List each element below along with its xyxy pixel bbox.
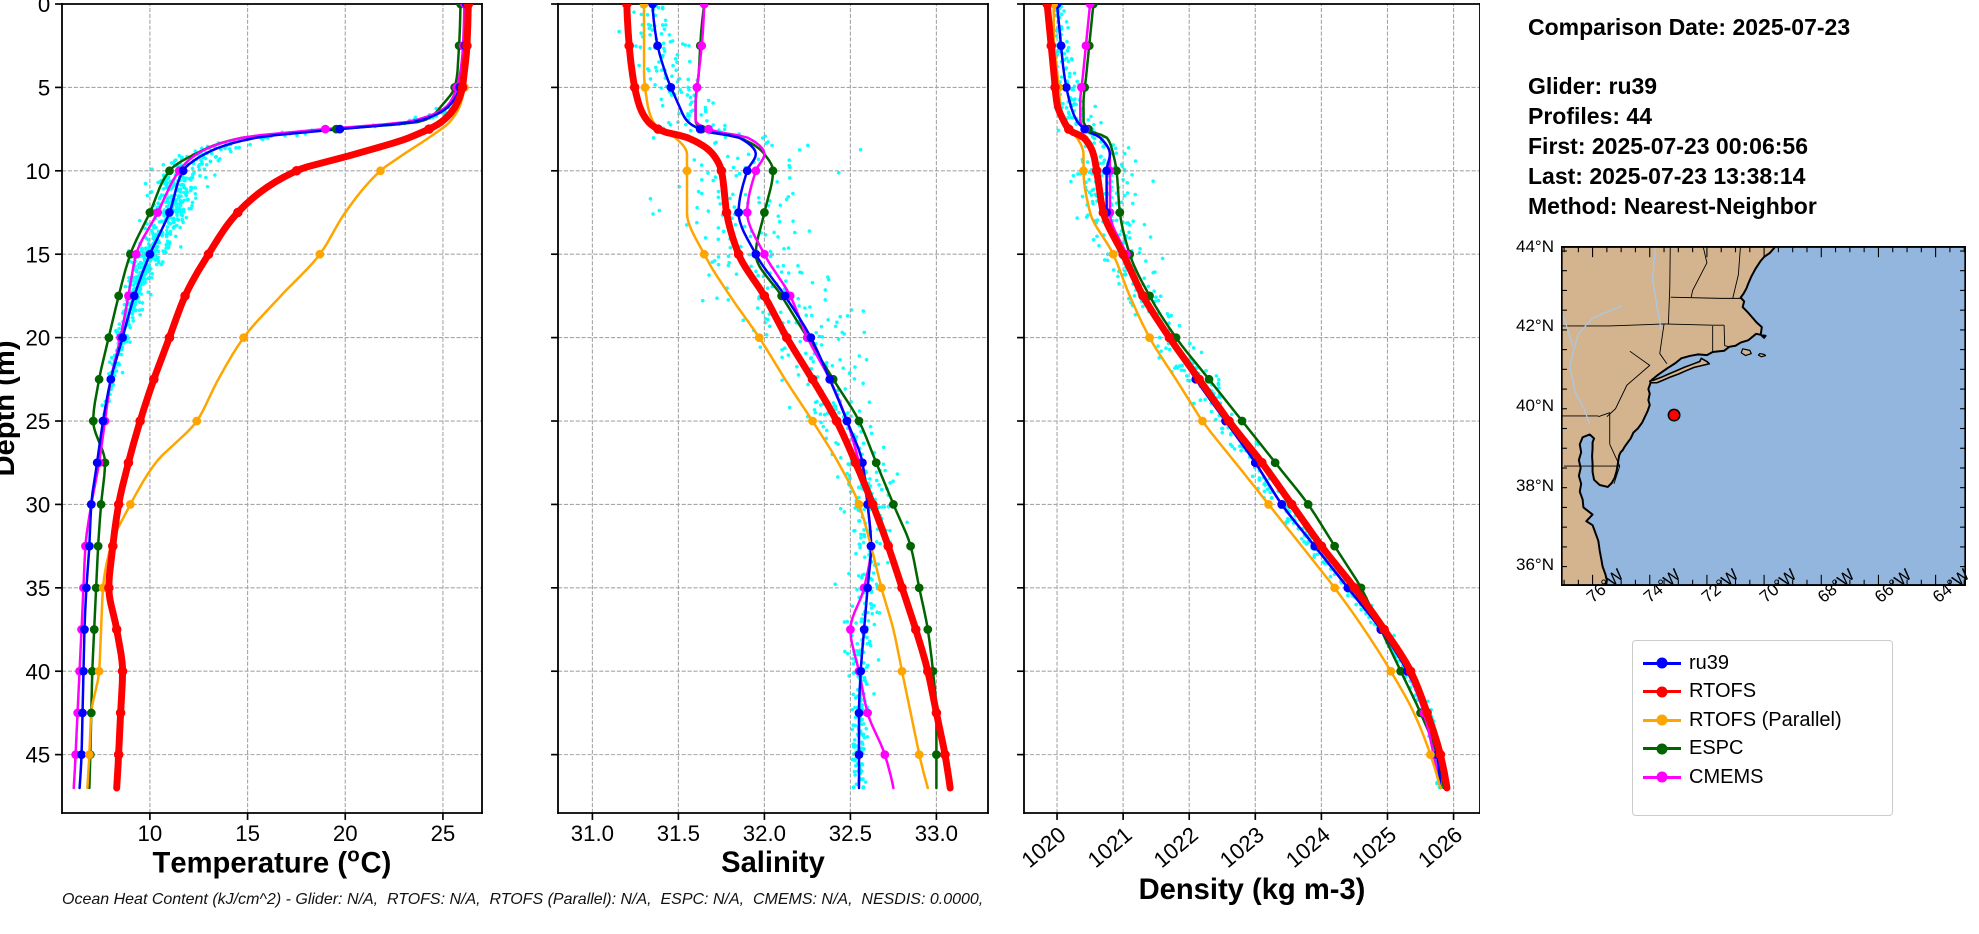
svg-text:Depth (m): Depth (m) xyxy=(0,340,21,476)
svg-text:45: 45 xyxy=(25,743,50,768)
svg-text:Salinity: Salinity xyxy=(721,847,825,879)
svg-text:35: 35 xyxy=(25,576,50,601)
svg-text:30: 30 xyxy=(25,492,50,517)
svg-text:31.5: 31.5 xyxy=(657,821,700,846)
svg-text:25: 25 xyxy=(25,409,50,434)
svg-text:32.5: 32.5 xyxy=(829,821,872,846)
svg-text:Density (kg m-3): Density (kg m-3) xyxy=(1139,874,1366,906)
svg-text:33.0: 33.0 xyxy=(915,821,958,846)
svg-text:5: 5 xyxy=(38,75,50,100)
svg-text:31.0: 31.0 xyxy=(571,821,614,846)
svg-text:15: 15 xyxy=(235,821,260,846)
svg-text:T e m p: T e m p e r a t u r e ( C ) o xyxy=(153,845,398,880)
svg-text:10: 10 xyxy=(138,821,163,846)
svg-text:0: 0 xyxy=(38,0,50,17)
svg-text:15: 15 xyxy=(25,242,50,267)
svg-text:10: 10 xyxy=(25,159,50,184)
svg-text:20: 20 xyxy=(333,821,358,846)
svg-text:32.0: 32.0 xyxy=(743,821,786,846)
svg-text:40: 40 xyxy=(25,659,50,684)
svg-text:25: 25 xyxy=(431,821,456,846)
svg-text:20: 20 xyxy=(25,326,50,351)
